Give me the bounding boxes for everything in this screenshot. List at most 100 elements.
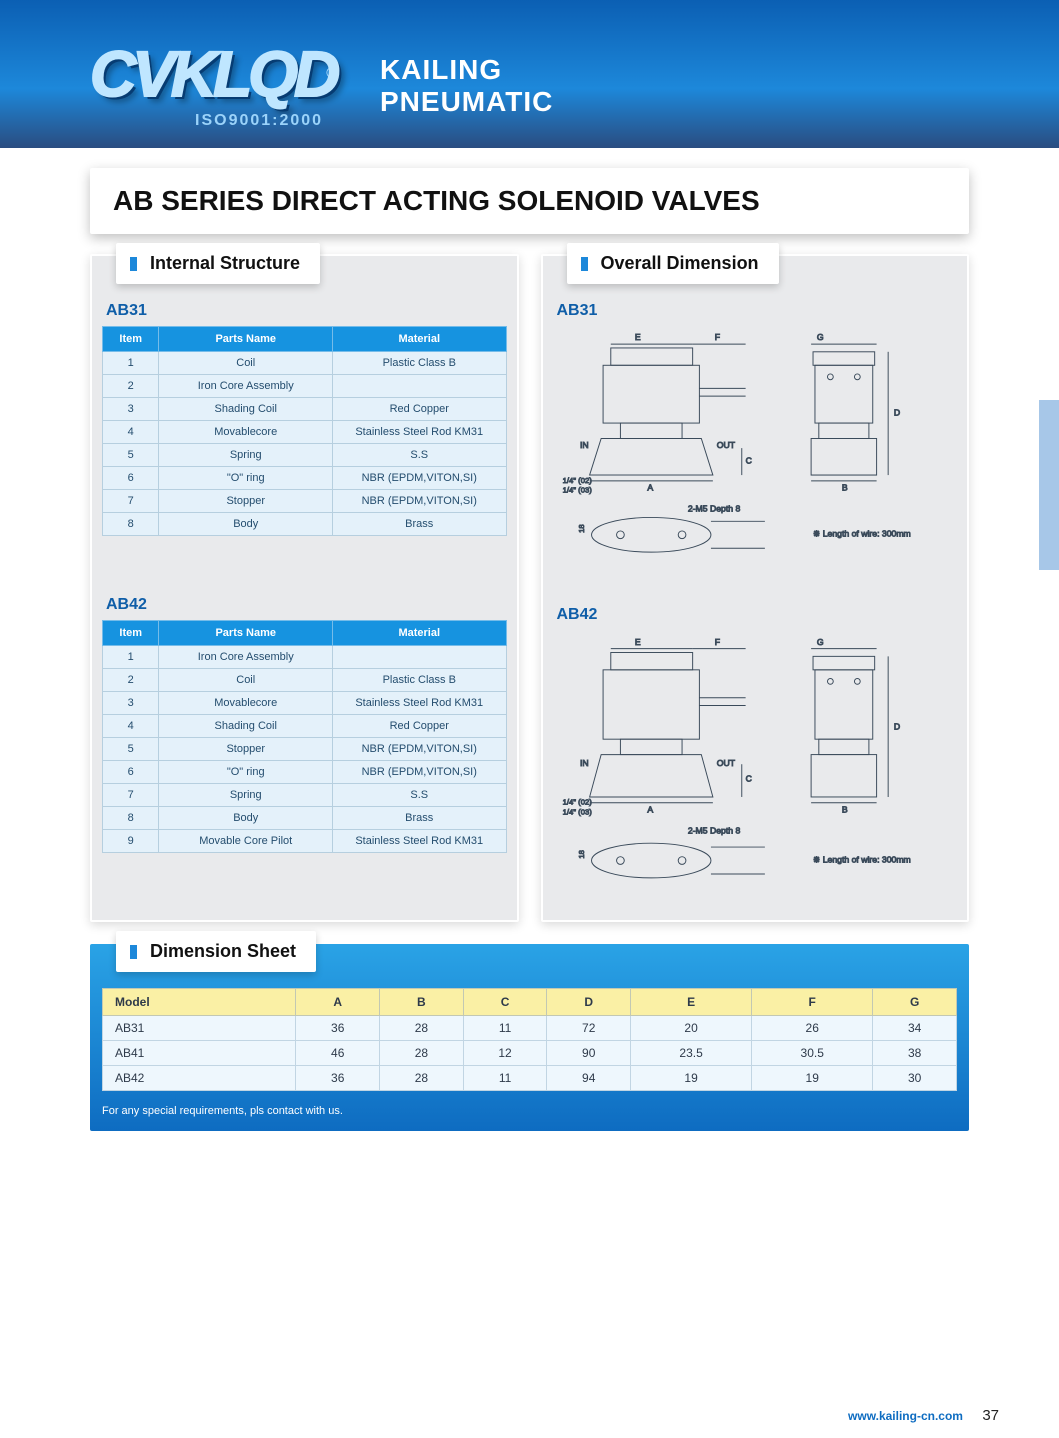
cell: 12	[463, 1041, 547, 1066]
svg-text:A: A	[647, 804, 653, 814]
col-header: D	[547, 989, 631, 1016]
cell: 5	[103, 444, 159, 467]
svg-text:G: G	[816, 637, 823, 647]
dimension-sheet-panel: Dimension Sheet ModelABCDEFG AB313628117…	[90, 944, 969, 1131]
svg-text:B: B	[841, 482, 847, 492]
cell: Red Copper	[332, 715, 506, 738]
svg-text:OUT: OUT	[716, 758, 735, 768]
svg-text:A: A	[647, 482, 653, 492]
svg-text:1/4" (03): 1/4" (03)	[562, 807, 592, 816]
cell: 38	[873, 1041, 957, 1066]
cell: Stopper	[159, 490, 333, 513]
col-header: Parts Name	[159, 327, 333, 352]
ab42-drawing: IN OUT E F A 1/4" (02) 1/4" (03)	[553, 630, 958, 910]
cell: 1	[103, 646, 159, 669]
ab31-drawing: IN OUT E F A 1/4" (02) 1/4" (03)	[553, 326, 958, 576]
cell: 28	[380, 1066, 464, 1091]
svg-text:1/4" (03): 1/4" (03)	[562, 485, 592, 494]
cell: 5	[103, 738, 159, 761]
table-row: 8BodyBrass	[103, 807, 507, 830]
cell: Plastic Class B	[332, 352, 506, 375]
svg-text:18: 18	[576, 850, 585, 859]
cell	[332, 646, 506, 669]
col-header: Item	[103, 327, 159, 352]
cell: Movable Core Pilot	[159, 830, 333, 853]
cell: 9	[103, 830, 159, 853]
cell: 30.5	[752, 1041, 873, 1066]
footer-url[interactable]: www.kailing-cn.com	[848, 1409, 963, 1423]
cell: 19	[631, 1066, 752, 1091]
cell: 11	[463, 1066, 547, 1091]
table-row: AB4236281194191930	[103, 1066, 957, 1091]
cell: Movablecore	[159, 692, 333, 715]
cell: Movablecore	[159, 421, 333, 444]
cell: AB41	[103, 1041, 296, 1066]
cell: 7	[103, 784, 159, 807]
col-header: Parts Name	[159, 621, 333, 646]
cell: 2	[103, 669, 159, 692]
svg-text:OUT: OUT	[716, 440, 735, 450]
cell: 28	[380, 1016, 464, 1041]
svg-text:1/4" (02): 1/4" (02)	[562, 798, 592, 807]
cell: 6	[103, 467, 159, 490]
svg-text:IN: IN	[579, 440, 588, 450]
internal-structure-panel: Internal Structure AB31 ItemParts NameMa…	[90, 254, 519, 922]
cell: Stainless Steel Rod KM31	[332, 421, 506, 444]
svg-text:2-M5 Depth 8: 2-M5 Depth 8	[687, 826, 740, 836]
table-row: AB414628129023.530.538	[103, 1041, 957, 1066]
svg-text:F: F	[714, 332, 719, 342]
col-header: Item	[103, 621, 159, 646]
cell: 46	[296, 1041, 380, 1066]
cell: Body	[159, 513, 333, 536]
cell: AB31	[103, 1016, 296, 1041]
registered-mark: ®	[326, 65, 338, 83]
page-footer: www.kailing-cn.com 37	[848, 1407, 999, 1424]
svg-text:IN: IN	[579, 758, 588, 768]
svg-text:D: D	[893, 722, 899, 732]
svg-text:C: C	[745, 456, 751, 466]
cell: 8	[103, 807, 159, 830]
col-header: F	[752, 989, 873, 1016]
dim-ab31-label: AB31	[557, 302, 954, 320]
page-title: AB SERIES DIRECT ACTING SOLENOID VALVES	[93, 171, 966, 231]
cell: 4	[103, 715, 159, 738]
table-row: 1Iron Core Assembly	[103, 646, 507, 669]
cell	[332, 375, 506, 398]
cell: 90	[547, 1041, 631, 1066]
ab42-label: AB42	[106, 596, 503, 614]
cell: Plastic Class B	[332, 669, 506, 692]
cell: Iron Core Assembly	[159, 646, 333, 669]
section-title-internal: Internal Structure	[116, 243, 320, 284]
section-title-overall: Overall Dimension	[567, 243, 779, 284]
ab31-label: AB31	[106, 302, 503, 320]
col-header: Material	[332, 621, 506, 646]
cell: 72	[547, 1016, 631, 1041]
cell: 19	[752, 1066, 873, 1091]
cell: 23.5	[631, 1041, 752, 1066]
cell: Stainless Steel Rod KM31	[332, 692, 506, 715]
col-header: C	[463, 989, 547, 1016]
brand-line1: KAILING	[380, 54, 553, 86]
cell: 7	[103, 490, 159, 513]
col-header: E	[631, 989, 752, 1016]
cell: 28	[380, 1041, 464, 1066]
cell: 8	[103, 513, 159, 536]
col-header: Material	[332, 327, 506, 352]
table-row: 7SpringS.S	[103, 784, 507, 807]
cell: 11	[463, 1016, 547, 1041]
dimension-table: ModelABCDEFG AB3136281172202634AB4146281…	[102, 988, 957, 1091]
table-row: 6"O" ringNBR (EPDM,VITON,SI)	[103, 761, 507, 784]
cell: 36	[296, 1066, 380, 1091]
iso-label: ISO9001:2000	[195, 112, 323, 130]
cell: NBR (EPDM,VITON,SI)	[332, 761, 506, 784]
ab42-parts-table: ItemParts NameMaterial 1Iron Core Assemb…	[102, 620, 507, 853]
cell: Red Copper	[332, 398, 506, 421]
cell: 30	[873, 1066, 957, 1091]
table-row: 7StopperNBR (EPDM,VITON,SI)	[103, 490, 507, 513]
cell: 3	[103, 692, 159, 715]
dim-note: For any special requirements, pls contac…	[102, 1105, 957, 1117]
table-row: 5StopperNBR (EPDM,VITON,SI)	[103, 738, 507, 761]
cell: Spring	[159, 444, 333, 467]
svg-text:B: B	[841, 804, 847, 814]
table-row: 3Shading CoilRed Copper	[103, 398, 507, 421]
